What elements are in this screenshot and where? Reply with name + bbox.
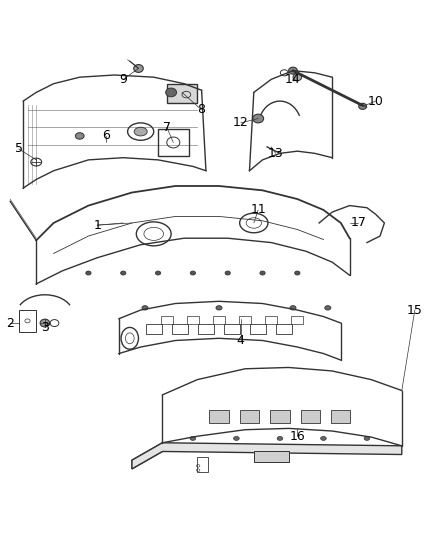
Text: 7: 7 — [163, 121, 171, 134]
Bar — [161, 316, 173, 324]
Ellipse shape — [155, 271, 161, 275]
Ellipse shape — [40, 319, 49, 327]
Ellipse shape — [134, 127, 147, 136]
Bar — [224, 325, 240, 334]
Ellipse shape — [293, 74, 302, 80]
Bar — [209, 410, 229, 423]
Text: 13: 13 — [268, 147, 283, 160]
Bar — [301, 410, 320, 423]
Ellipse shape — [190, 437, 196, 440]
Ellipse shape — [142, 305, 148, 310]
Ellipse shape — [134, 64, 143, 72]
Bar — [270, 410, 290, 423]
Text: 16: 16 — [290, 430, 305, 443]
Ellipse shape — [359, 103, 367, 109]
Bar — [158, 130, 188, 156]
Ellipse shape — [225, 271, 230, 275]
Ellipse shape — [277, 437, 283, 440]
Ellipse shape — [321, 437, 326, 440]
Text: 9: 9 — [119, 73, 127, 86]
Ellipse shape — [190, 271, 195, 275]
Ellipse shape — [120, 271, 126, 275]
Ellipse shape — [233, 437, 239, 440]
Bar — [19, 310, 36, 332]
Text: 11: 11 — [250, 204, 266, 216]
Ellipse shape — [75, 133, 84, 139]
Text: 5: 5 — [15, 142, 23, 156]
Ellipse shape — [260, 271, 265, 275]
Polygon shape — [132, 443, 402, 469]
Bar — [251, 325, 266, 334]
Bar — [265, 316, 277, 324]
Ellipse shape — [364, 437, 370, 440]
Ellipse shape — [325, 305, 331, 310]
Bar — [146, 325, 162, 334]
Bar — [213, 316, 225, 324]
Text: 17: 17 — [350, 216, 366, 230]
Text: 15: 15 — [407, 303, 423, 317]
Text: 3: 3 — [41, 321, 49, 334]
Bar — [239, 316, 251, 324]
Ellipse shape — [86, 271, 91, 275]
Ellipse shape — [166, 88, 177, 97]
Polygon shape — [132, 443, 162, 469]
Bar — [172, 325, 187, 334]
Ellipse shape — [216, 305, 222, 310]
Bar — [291, 316, 304, 324]
Ellipse shape — [295, 271, 300, 275]
Ellipse shape — [290, 305, 296, 310]
Bar — [254, 451, 289, 462]
Text: 6: 6 — [102, 130, 110, 142]
Bar — [187, 316, 199, 324]
Text: 8: 8 — [198, 103, 205, 116]
Bar — [276, 325, 292, 334]
Ellipse shape — [253, 114, 264, 123]
Text: 14: 14 — [285, 73, 301, 86]
Text: 12: 12 — [233, 116, 249, 130]
Bar — [240, 410, 259, 423]
Bar — [197, 457, 208, 472]
Bar — [198, 325, 214, 334]
Bar — [167, 84, 197, 103]
Ellipse shape — [289, 67, 297, 74]
Text: 4: 4 — [237, 334, 245, 347]
Text: 10: 10 — [368, 95, 384, 108]
Bar — [331, 410, 350, 423]
Text: 2: 2 — [6, 317, 14, 329]
Text: 1: 1 — [93, 219, 101, 232]
